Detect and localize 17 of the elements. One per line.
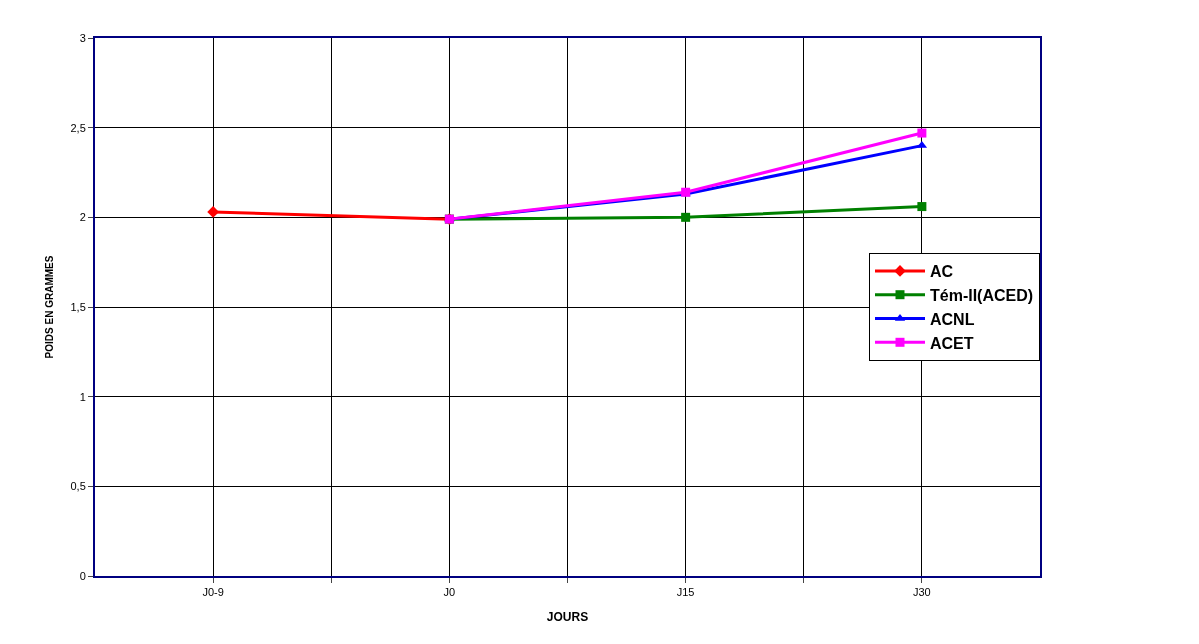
legend-label: Tém-II(ACED) — [930, 286, 1034, 304]
x-tick-label: J30 — [913, 586, 931, 599]
legend-label: AC — [930, 263, 954, 281]
y-tick-label: 1,5 — [70, 300, 86, 313]
y-tick-label: 0 — [79, 569, 86, 582]
x-tick-label: J0 — [443, 586, 456, 599]
y-tick-label: 2,5 — [70, 121, 86, 134]
x-tick-label: J15 — [676, 586, 695, 599]
y-tick-label: 2 — [79, 211, 86, 224]
legend-label: ACNL — [930, 310, 975, 328]
y-tick-label: 3 — [79, 31, 86, 44]
legend-label: ACET — [930, 334, 974, 352]
y-tick-label: 1 — [79, 390, 86, 403]
x-axis-title: JOURS — [546, 609, 589, 624]
y-tick-label: 0,5 — [70, 480, 86, 493]
y-axis-title: POIDS EN GRAMMES — [44, 255, 55, 359]
x-tick-label: J0-9 — [202, 586, 224, 599]
